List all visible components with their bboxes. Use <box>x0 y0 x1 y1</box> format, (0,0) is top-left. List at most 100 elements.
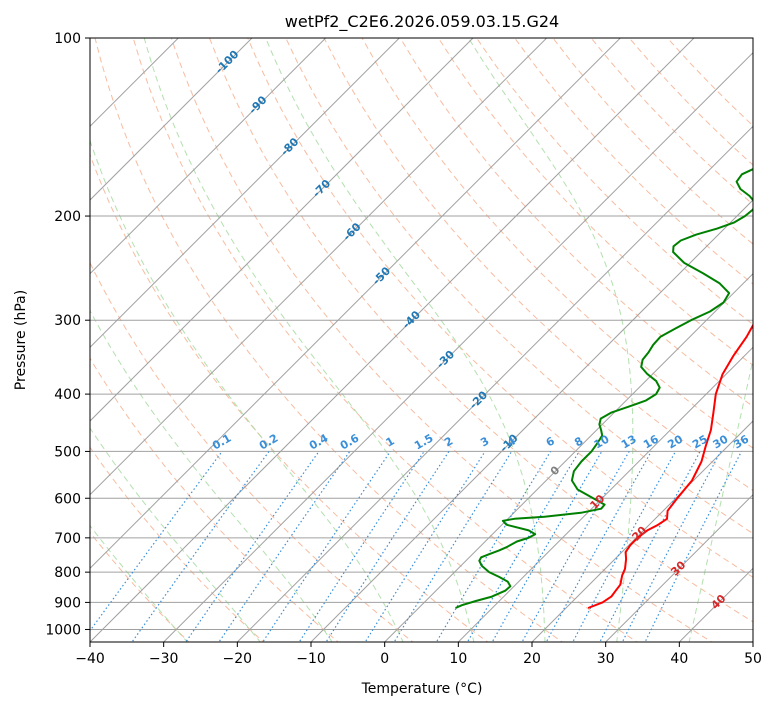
isotherm-line <box>457 346 753 642</box>
mixing-ratio-line <box>599 451 701 642</box>
x-tick-label: −10 <box>296 651 326 667</box>
mixing-ratio-line <box>621 451 722 642</box>
mixing-ratio-line <box>393 451 513 642</box>
isotherm-line <box>162 51 753 642</box>
mixing-ratio-line <box>364 451 486 642</box>
temperature-profile-line <box>587 323 753 609</box>
isotherm-line <box>310 199 753 642</box>
mixing-ratio-line <box>466 451 580 642</box>
dry-adiabat-line <box>90 153 489 642</box>
y-tick-label: 100 <box>54 31 81 47</box>
x-tick-label: 40 <box>670 651 688 667</box>
dry-adiabat-line <box>90 261 414 642</box>
moist-adiabat-line <box>468 38 634 642</box>
mixing-ratio-label: 1.5 <box>412 431 435 452</box>
dry-adiabat-line <box>590 38 753 206</box>
x-axis: −40 −30 −20 −10 0 10 20 30 40 50 <box>75 642 762 667</box>
x-tick-label: −40 <box>75 651 105 667</box>
mixing-ratio-label: 3 <box>478 434 491 449</box>
dry-adiabat-line <box>361 38 753 449</box>
chart-title: wetPf2_C2E6.2026.059.03.15.G24 <box>285 12 559 32</box>
dry-adiabat-line <box>323 38 753 492</box>
mixing-ratio-line <box>435 451 552 642</box>
isotherm-line <box>531 420 753 642</box>
mixing-ratio-label: 6 <box>544 434 557 449</box>
y-tick-label: 1000 <box>45 622 81 638</box>
isotherm-line <box>752 641 753 642</box>
moist-adiabat-line <box>265 38 546 642</box>
y-tick-label: 200 <box>54 209 81 225</box>
mixing-ratio-line <box>185 451 320 642</box>
x-axis-label: Temperature (°C) <box>361 681 483 697</box>
isotherm-label: -60 <box>340 220 363 243</box>
dry-adiabat-line <box>170 38 713 642</box>
mixing-ratio-label: 20 <box>665 432 685 451</box>
mixing-ratio-label: 0.6 <box>338 431 362 452</box>
mixing-ratio-line <box>131 451 270 642</box>
isotherm-label: 30 <box>668 558 688 578</box>
isotherm-label: -70 <box>310 177 333 200</box>
mixing-ratio-label: 0.4 <box>307 431 331 452</box>
plot-frame <box>89 37 754 643</box>
dry-adiabat-line <box>247 38 753 578</box>
isotherm-line <box>383 272 753 642</box>
dry-adiabat-line <box>514 38 753 285</box>
background-lines <box>90 38 753 642</box>
dry-adiabat-line <box>437 38 753 366</box>
isotherm-line <box>90 38 695 642</box>
y-tick-label: 900 <box>54 595 81 611</box>
moist-adiabat-line <box>143 38 475 642</box>
x-tick-label: 0 <box>380 651 389 667</box>
x-tick-label: −20 <box>223 651 253 667</box>
mixing-ratio-line <box>218 451 351 642</box>
y-tick-label: 800 <box>54 565 81 581</box>
dry-adiabat-line <box>285 38 753 535</box>
isotherm-label: -100 <box>213 48 242 77</box>
mixing-ratio-line <box>545 451 652 642</box>
isotherm-label: 20 <box>629 524 649 544</box>
y-axis: 100 200 300 400 500 600 700 800 900 1000 <box>45 31 90 638</box>
y-tick-label: 700 <box>54 531 81 547</box>
mixing-ratio-line <box>325 451 450 642</box>
x-tick-label: −30 <box>149 651 179 667</box>
moist-adiabat-line <box>688 356 753 642</box>
x-tick-label: 30 <box>597 651 615 667</box>
x-tick-label: 10 <box>449 651 467 667</box>
isotherm-line <box>90 38 474 422</box>
y-tick-label: 600 <box>54 491 81 507</box>
dry-adiabat-line <box>476 38 753 326</box>
mixing-ratio-line <box>572 451 677 642</box>
moist-adiabat-line <box>90 309 333 642</box>
grid <box>90 38 753 642</box>
isotherm-line <box>236 125 753 642</box>
isotherm-line <box>90 38 401 349</box>
isotherm-label: 40 <box>709 592 729 612</box>
isoline-labels: -100-90-80-70-60-50-40-30-20-10010203040… <box>210 48 751 612</box>
isotherm-line <box>90 38 548 496</box>
isotherm-line <box>604 493 753 642</box>
mixing-ratio-label: 8 <box>572 434 585 449</box>
mixing-ratio-label: 25 <box>690 433 710 452</box>
dry-adiabat-line <box>90 446 265 642</box>
moist-adiabat-line <box>90 427 261 642</box>
dry-adiabat-line <box>90 357 339 642</box>
mixing-ratio-line <box>298 451 425 642</box>
mixing-ratio-label: 2 <box>442 434 455 449</box>
dewpoint-profile-line <box>455 168 753 609</box>
mixing-ratio-lines <box>90 451 743 642</box>
x-tick-label: 50 <box>744 651 762 667</box>
mixing-ratio-line <box>262 451 391 642</box>
moist-adiabat-line <box>90 139 404 642</box>
mixing-ratio-label: 13 <box>619 433 639 452</box>
isotherm-line <box>90 38 327 275</box>
y-axis-label: Pressure (hPa) <box>13 290 29 390</box>
y-tick-label: 300 <box>54 313 81 329</box>
mixing-ratio-line <box>90 451 223 632</box>
y-tick-label: 500 <box>54 444 81 460</box>
mixing-ratio-label: 0.1 <box>210 431 233 452</box>
y-tick-label: 400 <box>54 387 81 403</box>
dry-adiabat-line <box>552 38 753 245</box>
moist-adiabat-line <box>90 524 188 642</box>
